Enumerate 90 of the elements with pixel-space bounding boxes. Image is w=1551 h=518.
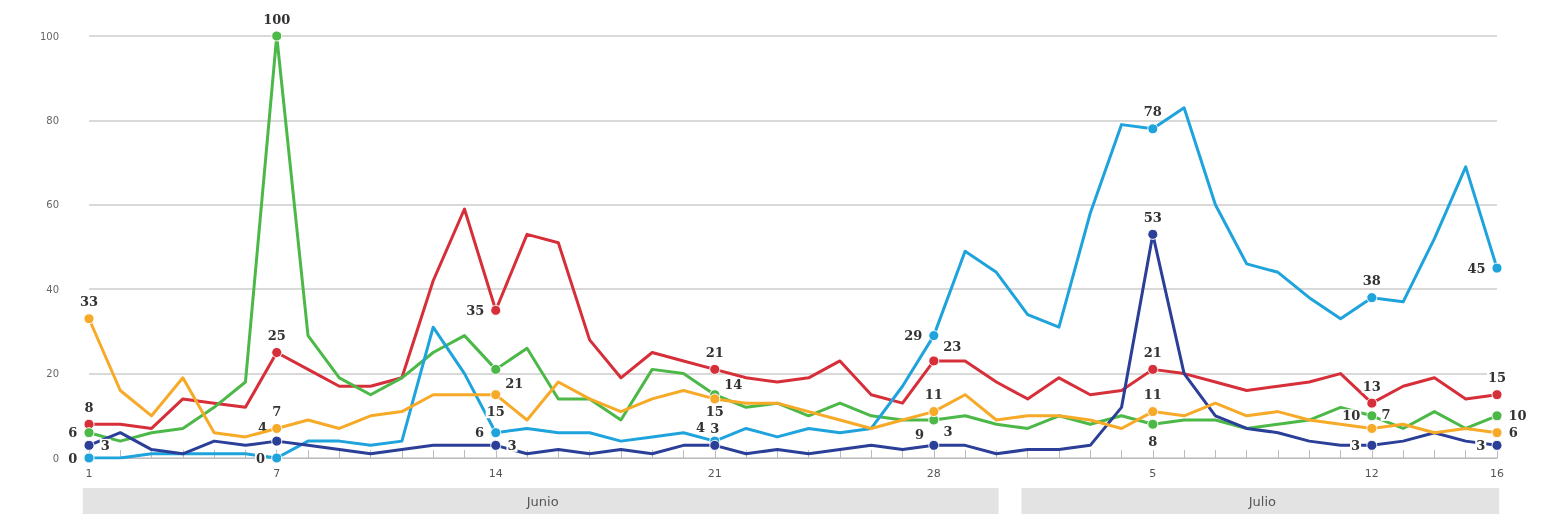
data-label: 6 <box>68 425 78 441</box>
x-tick-label: 7 <box>273 467 281 480</box>
data-label: 10 <box>1342 408 1361 424</box>
point <box>490 439 502 451</box>
point <box>490 304 502 316</box>
data-label: 4 <box>696 419 706 435</box>
point <box>1366 397 1378 409</box>
point <box>928 406 940 418</box>
point <box>709 393 721 405</box>
point <box>83 313 95 325</box>
data-label: 15 <box>486 404 505 420</box>
data-label: 7 <box>272 403 282 419</box>
point <box>271 422 283 434</box>
point <box>1491 410 1503 422</box>
data-label: 0 <box>255 450 266 466</box>
x-tick-label: 1 <box>85 467 93 480</box>
data-label: 78 <box>1143 104 1162 120</box>
data-label: 3 <box>1351 437 1361 453</box>
data-label: 21 <box>1143 344 1162 360</box>
data-label: 38 <box>1362 273 1381 289</box>
data-label: 6 <box>474 425 485 441</box>
data-label: 25 <box>267 328 286 343</box>
data-label: 13 <box>1362 378 1381 394</box>
y-tick-label: 20 <box>46 368 59 380</box>
point <box>1491 389 1503 401</box>
data-label: 6 <box>1508 425 1518 441</box>
point <box>1147 123 1159 135</box>
data-label: 10 <box>1508 408 1527 424</box>
point <box>709 363 721 375</box>
point <box>1147 363 1159 375</box>
point <box>490 427 502 439</box>
x-tick-label: 21 <box>707 467 722 480</box>
point <box>1491 427 1503 439</box>
point <box>928 355 940 367</box>
data-label: 21 <box>705 344 724 360</box>
point <box>83 439 95 451</box>
data-label: 21 <box>505 375 524 391</box>
point <box>1366 410 1378 422</box>
point <box>1366 439 1378 451</box>
y-tick-label: 40 <box>46 283 59 295</box>
data-label: 15 <box>705 404 724 420</box>
point <box>1366 292 1378 304</box>
point <box>709 439 721 451</box>
data-label: 35 <box>466 302 485 318</box>
data-label: 3 <box>710 420 720 436</box>
y-tick-label: 80 <box>46 114 59 126</box>
data-label: 29 <box>904 328 923 344</box>
y-tick-label: 60 <box>46 199 59 211</box>
point <box>928 439 940 451</box>
text: Julio <box>1247 493 1276 509</box>
data-label: 3 <box>1476 437 1486 453</box>
data-label: 8 <box>84 399 94 415</box>
point <box>1147 406 1159 418</box>
text: Junio <box>525 493 559 509</box>
data-label: 15 <box>1487 370 1507 386</box>
data-label: 100 <box>263 11 291 27</box>
y-tick-label: 0 <box>52 452 59 464</box>
point <box>271 452 283 464</box>
point <box>1147 418 1159 430</box>
data-label: 23 <box>943 339 962 355</box>
point <box>490 389 502 401</box>
point <box>1491 262 1503 274</box>
point <box>1147 228 1159 240</box>
point <box>271 435 283 447</box>
data-label: 3 <box>943 423 953 439</box>
data-label: 11 <box>924 387 943 403</box>
data-label: 45 <box>1467 260 1486 276</box>
data-label: 7 <box>1381 406 1391 422</box>
point <box>928 330 940 342</box>
y-tick-label: 100 <box>39 30 59 42</box>
point <box>271 347 283 358</box>
point <box>490 363 502 375</box>
data-label: 3 <box>100 437 110 453</box>
point <box>271 30 283 42</box>
x-tick-label: 12 <box>1364 467 1379 480</box>
data-label: 53 <box>1143 209 1162 225</box>
x-tick-label: 5 <box>1149 467 1157 480</box>
point <box>83 427 95 439</box>
x-tick-label: 14 <box>488 467 503 480</box>
x-tick-label: 28 <box>926 467 941 480</box>
data-label: 11 <box>1143 387 1162 403</box>
data-label: 14 <box>724 377 743 393</box>
x-tick-label: 16 <box>1490 467 1504 480</box>
data-label: 8 <box>1148 433 1158 449</box>
data-label: 0 <box>68 450 78 466</box>
point <box>1491 439 1503 451</box>
data-label: 9 <box>915 426 925 442</box>
data-label: 33 <box>79 294 99 310</box>
data-label: 3 <box>507 437 517 453</box>
point <box>1366 422 1378 434</box>
